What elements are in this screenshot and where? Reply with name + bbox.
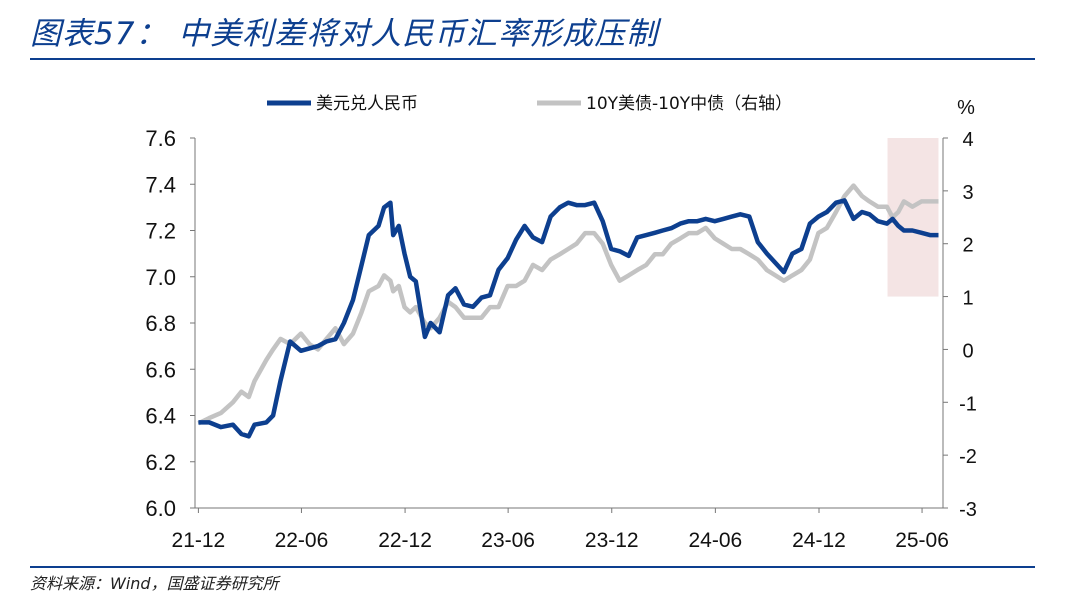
x-tick-label: 23-12 [585, 529, 639, 552]
page-title: 图表57： 中美利差将对人民币汇率形成压制 [30, 16, 659, 52]
x-tick-label: 22-12 [378, 529, 432, 552]
right-axis-unit: % [957, 97, 975, 119]
left-tick-label: 6.4 [145, 404, 176, 429]
legend-label-usdcny: 美元兑人民币 [316, 94, 418, 114]
right-tick-label: 2 [962, 235, 973, 257]
x-tick-label: 23-06 [481, 529, 535, 552]
right-tick-label: 1 [962, 288, 973, 310]
series-line-spread [197, 183, 939, 426]
left-tick-label: 6.8 [145, 311, 176, 336]
x-tick-label: 22-06 [275, 529, 329, 552]
right-tick-label: -1 [959, 393, 977, 415]
left-tick-label: 7.0 [145, 265, 176, 290]
x-tick-label: 25-06 [895, 529, 949, 552]
x-tick-label: 24-12 [792, 529, 846, 552]
left-tick-label: 6.2 [145, 450, 176, 475]
right-tick-label: -2 [959, 446, 977, 468]
title-divider [30, 58, 1035, 60]
legend: 美元兑人民币 10Y美债-10Y中债（右轴） [267, 94, 792, 114]
source-note: 资料来源：Wind，国盛证券研究所 [30, 574, 279, 593]
right-tick-label: 3 [962, 182, 973, 204]
source-divider [30, 566, 1035, 568]
right-tick-label: -3 [959, 499, 977, 521]
series-line-usdcny [198, 198, 939, 439]
right-tick-label: 4 [962, 129, 973, 151]
left-tick-label: 7.6 [145, 126, 176, 151]
left-tick-label: 7.4 [145, 172, 176, 197]
legend-label-spread: 10Y美债-10Y中债（右轴） [586, 94, 792, 114]
x-tick-label: 24-06 [689, 529, 743, 552]
left-tick-label: 6.0 [145, 496, 176, 521]
x-tick-label: 21-12 [172, 529, 226, 552]
highlight-region [887, 138, 939, 297]
left-tick-label: 7.2 [145, 219, 176, 244]
right-tick-label: 0 [962, 340, 973, 362]
left-tick-label: 6.6 [145, 357, 176, 382]
